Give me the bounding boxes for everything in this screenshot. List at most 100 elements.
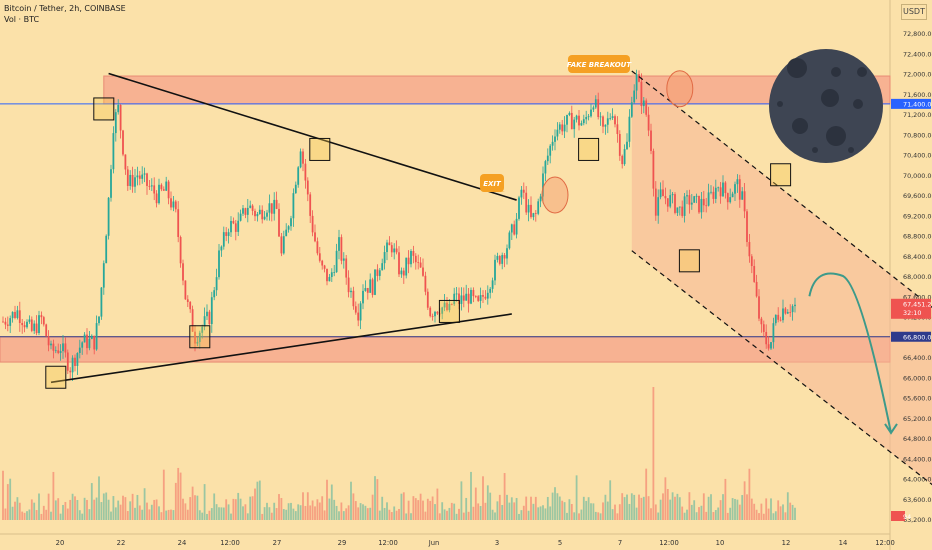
candle-body (479, 295, 482, 301)
candle-body (186, 299, 189, 302)
candle-body (638, 74, 640, 82)
volume-bar (177, 467, 180, 520)
volume-bar (206, 513, 208, 520)
volume-bar (165, 510, 168, 520)
volume-bar (184, 503, 187, 520)
volume-bar (489, 492, 492, 520)
candle-body (338, 237, 340, 251)
currency-button[interactable]: USDT (901, 4, 927, 20)
volume-bar (134, 507, 136, 520)
volume-bar (573, 512, 576, 520)
price-tick-label: 70,800.00 (903, 131, 932, 139)
candle-body (734, 184, 736, 194)
candle-body (347, 277, 350, 293)
volume-bar (594, 511, 597, 520)
volume-bar (359, 503, 362, 520)
candle-body (506, 248, 508, 259)
volume-bar (256, 481, 259, 520)
volume-bar (782, 504, 784, 520)
volume-bar (491, 509, 494, 520)
candle-body (189, 301, 192, 310)
candle-body (621, 155, 624, 165)
volume-bar (215, 504, 218, 520)
volume-bar (501, 504, 504, 520)
volume-bar (330, 484, 333, 520)
volume-bar (309, 505, 312, 520)
candle-body (429, 307, 432, 317)
candle-body (767, 344, 770, 349)
volume-bar (479, 506, 482, 520)
candle-body (6, 324, 9, 326)
candle-body (335, 250, 338, 273)
volume-bar (170, 509, 172, 520)
volume-bar (386, 502, 388, 520)
candle-body (782, 308, 784, 321)
candle-body (30, 319, 33, 331)
candle-body (424, 275, 427, 292)
volume-bar (78, 510, 81, 520)
volume-bar (767, 508, 770, 520)
candle-body (71, 357, 74, 373)
volume-bar (592, 503, 595, 520)
volume-bar (26, 511, 28, 520)
volume-bar (494, 512, 496, 520)
volume-bar (328, 498, 331, 520)
volume-bar (244, 504, 247, 520)
candle-body (42, 317, 45, 325)
volume-bar (465, 497, 468, 520)
pivot-marker (45, 365, 67, 389)
candle-body (234, 223, 237, 232)
volume-bar (141, 509, 144, 520)
support-resistance-zone (103, 75, 891, 105)
volume-bar (146, 502, 148, 520)
volume-bars (2, 387, 796, 520)
candle-body (489, 288, 492, 293)
candle-body (93, 335, 96, 350)
candle-body (369, 279, 372, 293)
candle-body (177, 209, 180, 238)
candle-body (294, 184, 297, 194)
volume-bar (556, 493, 559, 520)
candle-body (743, 191, 746, 212)
time-tick-label: 12:00 (378, 539, 398, 547)
candle-body (362, 290, 364, 304)
price-badge-label: 71,400.00 (903, 100, 932, 108)
candle-body (407, 257, 410, 265)
candle-body (690, 202, 693, 205)
volume-bar (266, 502, 268, 520)
volume-bar (585, 500, 588, 520)
volume-bar (95, 497, 98, 520)
volume-bar (762, 513, 765, 520)
candle-body (172, 201, 175, 208)
candle-body (623, 149, 626, 165)
candle-body (453, 293, 456, 305)
candle-body (74, 357, 76, 366)
candle-body (510, 224, 513, 233)
price-badge (891, 98, 931, 109)
volume-bar (102, 493, 105, 520)
candle-body (290, 218, 292, 227)
volume-bar (669, 499, 672, 520)
time-tick-label: 27 (273, 539, 282, 547)
volume-bar (755, 509, 758, 520)
candle-body (376, 269, 379, 276)
candle-body (165, 181, 168, 191)
volume-bar (196, 495, 199, 520)
candle-body (633, 90, 636, 103)
volume-bar (522, 505, 525, 520)
candle-body (578, 115, 580, 126)
candle-body (443, 302, 446, 308)
volume-bar (222, 507, 225, 520)
candle-body (741, 191, 744, 200)
price-tick-label: 72,800.00 (903, 30, 932, 38)
volume-bar (789, 502, 792, 520)
candle-body (278, 208, 280, 237)
volume-bar (69, 499, 72, 520)
candle-body (285, 229, 288, 237)
volume-bar (52, 471, 55, 520)
candle-body (18, 310, 21, 324)
candle-body (371, 279, 374, 295)
candle-body (414, 255, 417, 263)
volume-bar (774, 511, 777, 520)
